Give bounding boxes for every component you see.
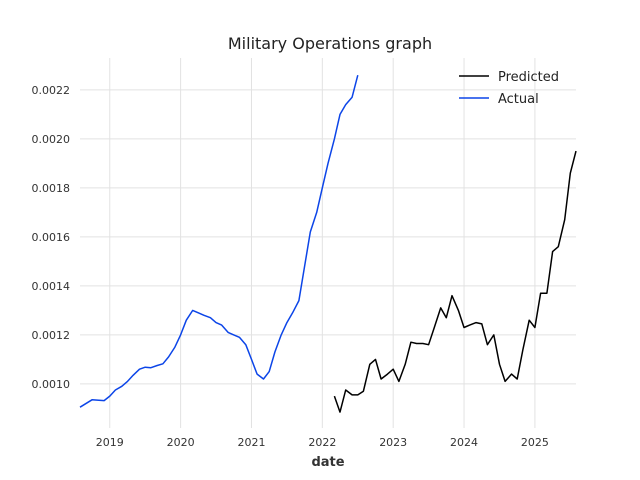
y-tick-label: 0.0012	[32, 329, 71, 342]
y-tick-label: 0.0020	[32, 133, 71, 146]
legend: Predicted Actual	[459, 70, 559, 107]
series-layer	[79, 75, 577, 413]
series-line-actual	[79, 75, 359, 408]
grid	[80, 58, 576, 428]
x-tick-label: 2023	[379, 436, 407, 449]
legend-label-predicted: Predicted	[498, 70, 559, 85]
x-tick-label: 2024	[450, 436, 478, 449]
y-tick-label: 0.0018	[32, 182, 71, 195]
y-tick-label: 0.0010	[32, 378, 71, 391]
x-tick-label: 2019	[96, 436, 124, 449]
x-axis-ticks: 2019 2020 2021 2022 2023 2024 2025	[96, 436, 549, 449]
series-line-predicted	[333, 150, 577, 413]
y-tick-label: 0.0016	[32, 231, 71, 244]
x-tick-label: 2022	[308, 436, 336, 449]
x-tick-label: 2025	[521, 436, 549, 449]
y-tick-label: 0.0014	[32, 280, 71, 293]
legend-label-actual: Actual	[498, 92, 539, 107]
y-tick-label: 0.0022	[32, 84, 71, 97]
x-tick-label: 2021	[237, 436, 265, 449]
x-axis-label: date	[311, 455, 344, 470]
y-axis-ticks: 0.0010 0.0012 0.0014 0.0016 0.0018 0.0020 0.00…	[32, 84, 71, 391]
chart-title: Military Operations graph	[228, 34, 432, 53]
x-tick-label: 2020	[167, 436, 195, 449]
